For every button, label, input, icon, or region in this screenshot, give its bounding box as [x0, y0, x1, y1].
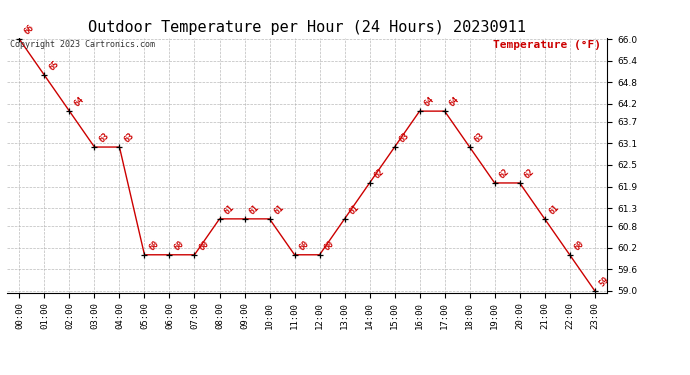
Text: 62: 62: [497, 167, 511, 180]
Text: 66: 66: [22, 23, 36, 36]
Text: 64: 64: [422, 95, 436, 108]
Text: Temperature (°F): Temperature (°F): [493, 40, 601, 50]
Text: 60: 60: [172, 238, 186, 252]
Text: 60: 60: [197, 238, 210, 252]
Text: 64: 64: [72, 95, 86, 108]
Title: Outdoor Temperature per Hour (24 Hours) 20230911: Outdoor Temperature per Hour (24 Hours) …: [88, 20, 526, 35]
Text: 65: 65: [47, 59, 61, 72]
Text: 60: 60: [573, 238, 586, 252]
Text: 62: 62: [522, 167, 536, 180]
Text: 60: 60: [147, 238, 161, 252]
Text: 63: 63: [97, 131, 110, 144]
Text: 61: 61: [273, 202, 286, 216]
Text: 61: 61: [347, 202, 361, 216]
Text: 64: 64: [447, 95, 461, 108]
Text: Copyright 2023 Cartronics.com: Copyright 2023 Cartronics.com: [10, 40, 155, 49]
Text: 61: 61: [247, 202, 261, 216]
Text: 61: 61: [222, 202, 236, 216]
Text: 60: 60: [322, 238, 336, 252]
Text: 61: 61: [547, 202, 561, 216]
Text: 63: 63: [397, 131, 411, 144]
Text: 62: 62: [373, 167, 386, 180]
Text: 63: 63: [473, 131, 486, 144]
Text: 59: 59: [598, 274, 611, 288]
Text: 60: 60: [297, 238, 310, 252]
Text: 63: 63: [122, 131, 136, 144]
